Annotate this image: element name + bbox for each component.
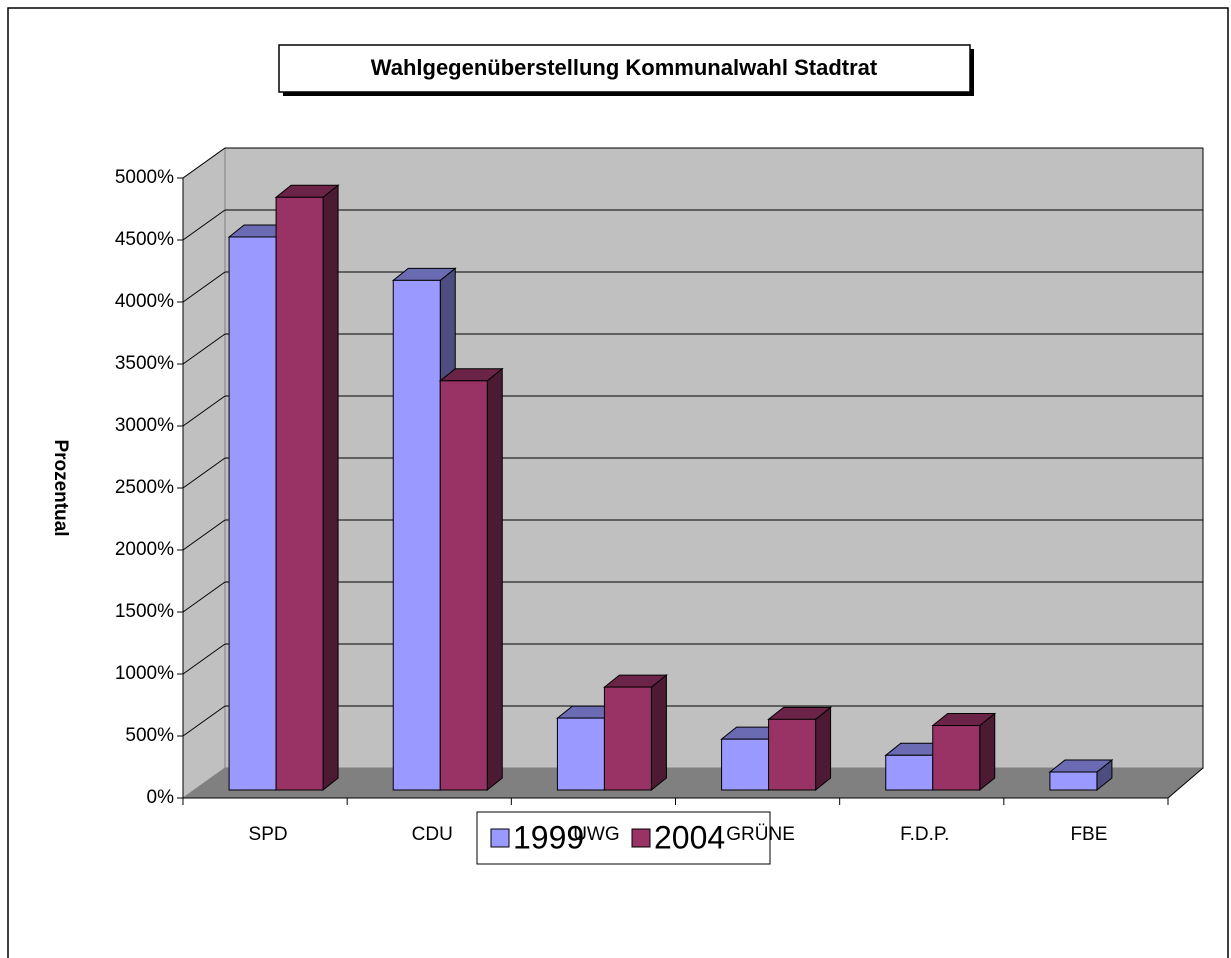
bar-front xyxy=(768,718,817,791)
bar xyxy=(438,367,504,792)
bar xyxy=(767,706,833,792)
bar-front xyxy=(603,686,652,791)
bar-front xyxy=(932,725,981,791)
grid-line xyxy=(182,643,226,675)
bar xyxy=(274,184,340,792)
bar-side xyxy=(979,712,996,792)
x-tick-label: FBE xyxy=(1070,824,1107,845)
bar xyxy=(602,674,668,792)
bar-side xyxy=(486,367,503,792)
y-tick-label: 0% xyxy=(147,787,175,808)
title-box xyxy=(278,44,971,93)
grid-line xyxy=(182,147,226,179)
grid-line xyxy=(182,271,226,303)
y-tick-label: 500% xyxy=(125,725,174,746)
bar-front xyxy=(556,717,605,791)
bar xyxy=(1048,758,1114,792)
grid-line xyxy=(182,333,226,365)
grid-line xyxy=(182,705,226,737)
x-tick-label: CDU xyxy=(412,824,453,845)
y-tick-label: 2500% xyxy=(115,477,174,498)
legend-label: 2004 xyxy=(654,819,725,855)
grid-line xyxy=(182,519,226,551)
y-tick-label: 1500% xyxy=(115,601,174,622)
bar-front xyxy=(885,754,934,791)
bar-side xyxy=(650,674,667,792)
y-tick-label: 4500% xyxy=(115,229,174,250)
bar-front xyxy=(439,380,488,791)
grid-line xyxy=(182,395,226,427)
y-tick-label: 1000% xyxy=(115,663,174,684)
grid-line xyxy=(182,581,226,613)
bar-front xyxy=(721,738,770,791)
x-tick-label: F.D.P. xyxy=(900,824,949,845)
y-tick-label: 5000% xyxy=(115,167,174,188)
grid-line xyxy=(182,209,226,241)
bar-side xyxy=(815,706,832,792)
legend-label: 1999 xyxy=(513,819,584,855)
bar-front xyxy=(1049,771,1098,791)
x-tick-label: UWG xyxy=(573,824,619,845)
y-tick-label: 2000% xyxy=(115,539,174,560)
y-tick-label: 4000% xyxy=(115,291,174,312)
bar-side xyxy=(322,184,339,792)
y-tick-label: 3500% xyxy=(115,353,174,374)
bar-front xyxy=(392,279,441,791)
y-tick-label: 3000% xyxy=(115,415,174,436)
grid xyxy=(182,147,1203,737)
grid-line xyxy=(182,457,226,489)
legend xyxy=(476,811,771,865)
wall-edge xyxy=(1167,148,1204,799)
y-axis-label: Prozentual xyxy=(50,439,71,536)
x-tick-label: SPD xyxy=(249,824,288,845)
bar xyxy=(931,712,997,792)
legend-swatch xyxy=(490,828,510,848)
legend-swatch xyxy=(631,828,651,848)
x-tick-label: GRÜNE xyxy=(726,824,795,845)
chart-title: Wahlgegenüberstellung Kommunalwahl Stadt… xyxy=(371,55,878,80)
bar-front xyxy=(275,196,324,791)
bar-front xyxy=(228,236,277,791)
